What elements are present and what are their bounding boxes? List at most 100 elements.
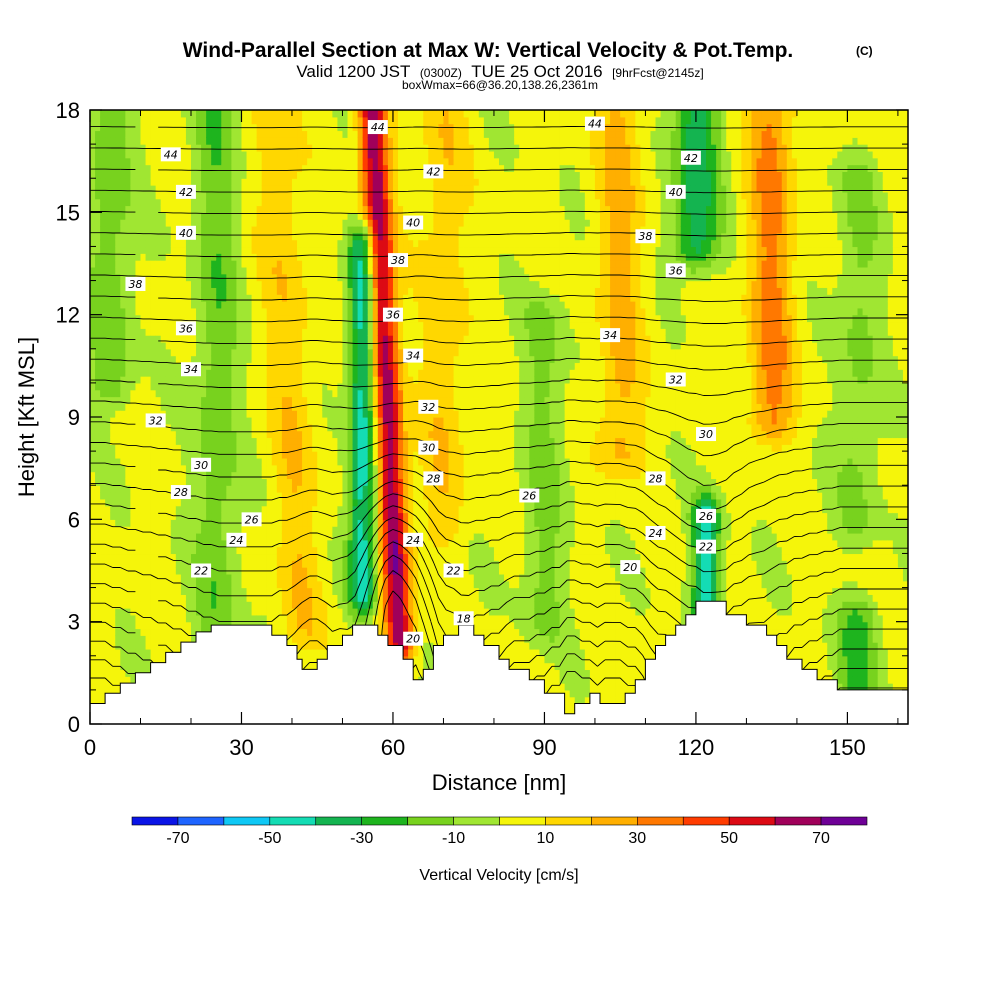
velocity-cell (327, 260, 333, 268)
velocity-cell (286, 594, 293, 602)
velocity-cell (216, 471, 222, 479)
velocity-cell (211, 328, 217, 336)
velocity-cell (145, 341, 152, 350)
velocity-cell (90, 696, 96, 705)
velocity-cell (105, 437, 111, 445)
velocity-cell (115, 314, 121, 323)
velocity-cell (221, 171, 227, 179)
velocity-cell (211, 376, 217, 384)
velocity-cell (206, 164, 212, 172)
velocity-cell (266, 417, 273, 425)
velocity-cell (236, 478, 243, 486)
velocity-cell (286, 321, 293, 329)
velocity-cell (342, 348, 349, 357)
velocity-cell (145, 348, 152, 357)
velocity-cell (297, 417, 303, 425)
velocity-cell (266, 512, 273, 520)
velocity-cell (135, 164, 142, 172)
velocity-cell (276, 219, 283, 227)
velocity-cell (196, 519, 202, 527)
velocity-cell (201, 260, 207, 268)
velocity-cell (322, 560, 328, 568)
velocity-cell (271, 594, 278, 602)
velocity-cell (226, 246, 232, 254)
velocity-cell (271, 532, 278, 541)
velocity-cell (312, 526, 318, 534)
velocity-cell (276, 205, 283, 213)
velocity-cell (357, 137, 364, 145)
velocity-cell (95, 642, 101, 650)
velocity-cell (180, 164, 187, 172)
velocity-cell (160, 116, 167, 125)
velocity-cell (297, 116, 303, 125)
velocity-cell (170, 341, 177, 350)
velocity-cell (241, 150, 248, 159)
velocity-cell (216, 573, 222, 582)
velocity-cell (226, 492, 232, 500)
velocity-cell (291, 580, 298, 589)
velocity-cell (342, 341, 349, 350)
velocity-cell (286, 614, 293, 623)
velocity-cell (185, 580, 192, 589)
velocity-cell (216, 608, 222, 616)
velocity-cell (362, 191, 369, 200)
velocity-cell (251, 205, 258, 213)
velocity-cell (322, 642, 328, 650)
velocity-cell (130, 116, 137, 125)
velocity-cell (297, 580, 303, 589)
velocity-cell (130, 539, 137, 548)
velocity-cell (286, 580, 293, 589)
velocity-cell (332, 594, 339, 602)
velocity-cell (145, 444, 152, 452)
velocity-cell (196, 266, 202, 275)
velocity-cell (357, 608, 364, 616)
velocity-cell (246, 150, 253, 159)
velocity-cell (120, 355, 126, 364)
velocity-cell (307, 655, 313, 664)
velocity-cell (327, 191, 333, 200)
velocity-cell (160, 328, 167, 336)
velocity-cell (135, 512, 142, 520)
velocity-cell (165, 130, 172, 138)
velocity-cell (130, 655, 137, 664)
velocity-cell (312, 335, 318, 343)
velocity-cell (276, 396, 283, 404)
velocity-cell (231, 389, 238, 398)
velocity-cell (297, 260, 303, 268)
subtitle-utc: (0300Z) (420, 66, 462, 80)
velocity-cell (115, 239, 121, 248)
velocity-cell (135, 232, 142, 241)
velocity-cell (125, 178, 131, 186)
velocity-cell (185, 246, 192, 254)
velocity-cell (180, 144, 187, 152)
velocity-cell (196, 587, 202, 595)
velocity-cell (190, 444, 197, 452)
velocity-cell (337, 376, 344, 384)
velocity-cell (266, 485, 273, 493)
velocity-cell (130, 594, 137, 602)
velocity-cell (95, 628, 101, 636)
velocity-cell (266, 130, 273, 138)
velocity-cell (206, 396, 212, 404)
velocity-cell (347, 560, 354, 568)
velocity-cell (145, 560, 152, 568)
velocity-cell (352, 341, 359, 350)
velocity-cell (150, 560, 157, 568)
chart-title: Wind-Parallel Section at Max W: Vertical… (183, 39, 794, 62)
velocity-cell (281, 423, 288, 432)
velocity-cell (261, 430, 268, 439)
velocity-cell (256, 314, 263, 323)
velocity-cell (281, 253, 288, 261)
velocity-cell (327, 628, 333, 636)
velocity-cell (307, 430, 313, 439)
velocity-cell (105, 321, 111, 329)
velocity-cell (150, 116, 157, 125)
velocity-cell (130, 526, 137, 534)
velocity-cell (327, 144, 333, 152)
velocity-cell (337, 246, 344, 254)
velocity-cell (125, 662, 131, 671)
velocity-cell (281, 314, 288, 323)
velocity-cell (185, 348, 192, 357)
velocity-cell (231, 246, 238, 254)
velocity-cell (307, 608, 313, 616)
